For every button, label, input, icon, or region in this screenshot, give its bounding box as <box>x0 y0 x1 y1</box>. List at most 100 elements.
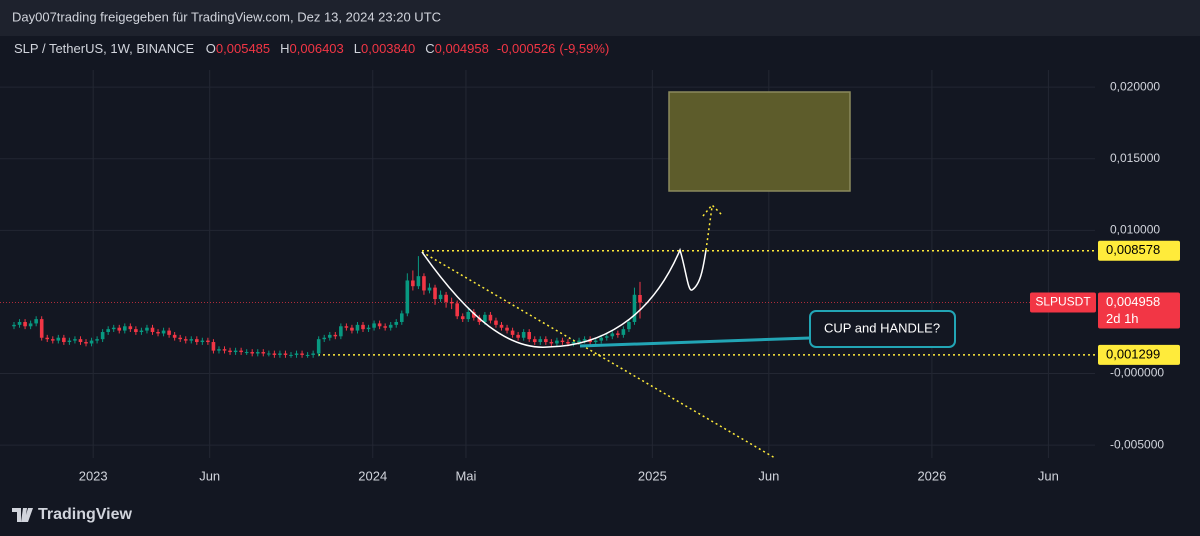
candle-body <box>39 319 44 338</box>
candle-body <box>172 334 177 338</box>
candle-body <box>294 353 299 355</box>
candle-body <box>62 337 66 343</box>
countdown: 2d 1h <box>1106 311 1139 326</box>
legend-prefix: O <box>206 41 216 56</box>
legend-change: -0,000526 <box>497 41 556 56</box>
candle-body <box>300 353 304 355</box>
candle-body <box>538 339 543 343</box>
candle-body <box>95 339 99 341</box>
candle-body <box>422 276 426 291</box>
axes: 0,020000 0,015000 0,010000 -0,000000 -0,0050… <box>79 79 1180 483</box>
candle-body <box>544 339 548 343</box>
candle-body <box>311 353 315 355</box>
candle-body <box>638 294 642 303</box>
candle-body <box>67 340 72 343</box>
candle-body <box>494 320 498 325</box>
y-tick-label: -0,000000 <box>1110 366 1164 380</box>
price-level-box <box>1098 240 1180 261</box>
candle-body <box>50 339 55 341</box>
candle-body <box>577 340 581 343</box>
candle-body <box>206 340 210 343</box>
author-line: Day007trading freigegeben für TradingVie… <box>12 9 441 24</box>
callout-box <box>809 310 956 348</box>
last-price-label: 0,004958 <box>1106 294 1160 309</box>
candle-body <box>211 342 216 351</box>
candle-body <box>394 321 399 325</box>
logo-icon <box>12 508 33 522</box>
x-tick-label: Mai <box>455 468 476 483</box>
x-tick-label: Jun <box>199 468 220 483</box>
candle-body <box>521 332 526 338</box>
candle-body <box>599 337 604 341</box>
candle-body <box>134 329 138 333</box>
candle-body <box>532 339 537 343</box>
candle-body <box>510 330 515 335</box>
legend-change-percent: (-9,59%) <box>559 41 609 56</box>
y-tick-label: -0,005000 <box>1110 437 1164 451</box>
candle-body <box>405 280 410 314</box>
candle-body <box>84 342 88 344</box>
legend: SLP / TetherUS, 1W, BINANCE O0,005485 H0,… <box>14 41 609 56</box>
price-level-label: 0,001299 <box>1106 346 1160 361</box>
symbol: SLP / TetherUS, 1W, BINANCE <box>14 41 194 56</box>
candle-body <box>416 276 421 287</box>
legend-value: 0,003840 <box>361 41 415 56</box>
candle-body <box>156 332 160 334</box>
y-tick-label: 0,020000 <box>1110 79 1160 93</box>
candle-body <box>239 350 243 353</box>
candle-body <box>632 294 637 322</box>
candle-body <box>604 336 609 338</box>
candle-body <box>427 287 432 291</box>
candle-body <box>100 332 105 340</box>
legend-prefix: C <box>425 41 434 56</box>
candle-body <box>377 323 382 327</box>
candle-body <box>472 311 476 318</box>
candle-body <box>333 334 338 337</box>
candle-body <box>438 294 443 300</box>
candle-body <box>361 324 365 330</box>
candle-body <box>128 326 133 330</box>
candle-body <box>455 303 459 317</box>
trend-line <box>421 251 776 459</box>
candle-body <box>150 327 155 333</box>
candle-body <box>12 324 16 327</box>
x-tick-label: Jun <box>1038 468 1059 483</box>
candle-body <box>499 324 504 328</box>
candle-body <box>593 340 598 343</box>
candle-body <box>444 294 448 302</box>
candle-body <box>228 350 232 353</box>
header-bar <box>0 0 1200 36</box>
candle-body <box>560 340 565 343</box>
candle-body <box>250 352 255 354</box>
price-level-label: 0,008578 <box>1106 242 1160 257</box>
candle-body <box>183 339 188 341</box>
candle-body <box>549 342 554 344</box>
candle-body <box>411 280 415 287</box>
candle-body <box>627 321 631 330</box>
cup-handle-curve <box>421 247 707 348</box>
x-tick-label: 2024 <box>358 468 387 483</box>
callout-pointer <box>579 336 811 348</box>
candle-body <box>106 329 110 333</box>
candle-body <box>272 353 277 355</box>
legend-value: 0,004958 <box>435 41 489 56</box>
candle-body <box>34 319 38 324</box>
candle-body <box>178 337 182 340</box>
candle-body <box>111 327 116 330</box>
candle-body <box>139 330 144 333</box>
candle-body <box>621 329 626 335</box>
candle-body <box>366 327 371 330</box>
candle-body <box>449 301 454 304</box>
candle-body <box>305 354 310 356</box>
candle-body <box>555 340 559 344</box>
candle-body <box>516 334 520 338</box>
candle-body <box>233 350 238 353</box>
x-tick-label: 2026 <box>917 468 946 483</box>
candle-body <box>189 339 194 341</box>
candle-body <box>167 330 171 335</box>
candle-body <box>383 326 387 328</box>
candle-body <box>261 352 266 354</box>
candle-body <box>505 327 509 331</box>
